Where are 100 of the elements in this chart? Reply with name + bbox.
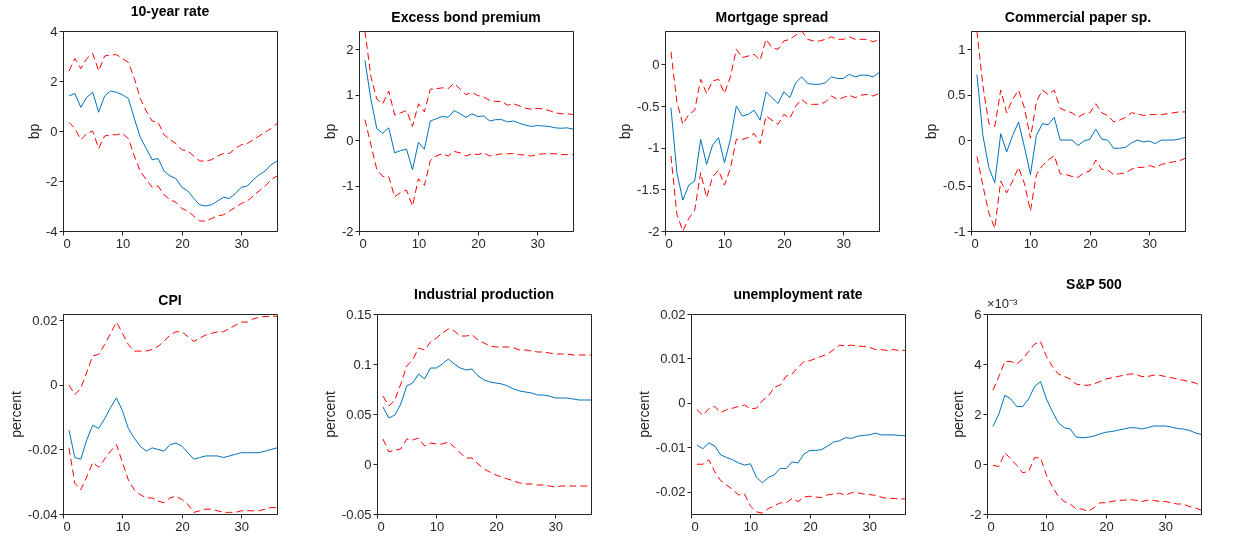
y-tick-label: 0 [974,456,982,472]
line-series [364,119,573,207]
x-tick-label: 20 [803,518,818,534]
line-series [696,432,905,484]
y-tick-label: 0 [678,395,686,411]
y-axis-title: percent [321,391,338,438]
line-series [68,53,277,162]
line-series [992,341,1201,391]
line-series [68,444,277,513]
chart-title: Mortgage spread [715,9,829,25]
chart-title: Excess bond premium [391,9,541,25]
y-axis-title: percent [949,391,966,438]
line-series [696,459,905,514]
line-series [68,315,277,396]
y-tick-label: 0 [364,456,372,472]
x-tick-label: 30 [1158,518,1174,534]
line-series [992,452,1201,512]
line-series [382,358,591,419]
y-tick-label: 0 [50,123,58,139]
y-tick-label: -2 [647,223,660,239]
line-series [992,381,1201,439]
y-axis-title: bp [25,123,42,140]
y-tick-label: 0.02 [660,306,686,322]
x-tick-label: 10 [411,235,427,251]
y-tick-label: 0 [50,377,58,393]
x-tick-label: 20 [471,235,486,251]
line-series [670,72,879,201]
x-tick-label: 10 [1039,518,1055,534]
x-tick-label: 30 [530,235,546,251]
line-series [976,155,1185,229]
line-series [364,31,573,127]
y-axis-title: bp [923,123,940,140]
x-tick-label: 20 [175,235,190,251]
y-tick-label: -0.05 [341,506,372,522]
y-tick-label: 0 [652,56,660,72]
chart-title: Commercial paper sp. [1004,9,1152,25]
y-tick-label: -1 [341,178,354,194]
x-tick-label: 20 [777,235,792,251]
chart-title: CPI [158,292,182,308]
y-tick-label: 0.05 [346,406,372,422]
y-tick-label: -1.5 [637,181,660,197]
x-tick-label: 30 [836,235,852,251]
line-series [364,60,573,171]
x-tick-label: 10 [429,518,445,534]
chart-title: unemployment rate [733,286,863,302]
y-tick-label: 4 [50,23,58,39]
x-tick-label: 20 [1099,518,1114,534]
y-tick-label: 0.02 [32,312,58,328]
y-tick-label: 2 [346,41,354,57]
y-tick-label: 1 [958,41,966,57]
line-series [670,93,879,231]
x-tick-label: 30 [548,518,564,534]
y-axis-title: bp [321,123,338,140]
y-tick-label: 0 [958,132,966,148]
y-axis-title: percent [7,391,24,438]
x-tick-label: 10 [1023,235,1039,251]
y-tick-label: -0.04 [27,506,58,522]
y-tick-label: -0.01 [655,439,686,455]
line-series [670,31,879,125]
text: ×10⁻³ [987,296,1019,311]
line-series [68,121,277,222]
line-series [696,344,905,416]
line-series [382,328,591,407]
y-tick-label: -2 [341,223,354,239]
y-tick-label: 1 [346,87,354,103]
y-tick-label: -2 [45,173,58,189]
x-tick-label: 0 [987,518,995,534]
x-tick-label: 30 [862,518,878,534]
y-axis-title: percent [635,391,652,438]
x-tick-label: 0 [377,518,385,534]
x-tick-label: 0 [63,235,71,251]
chart-title: Industrial production [414,286,554,302]
y-tick-label: -4 [45,223,58,239]
y-tick-label: -0.02 [655,484,686,500]
x-tick-label: 0 [63,518,71,534]
y-tick-label: 0.1 [353,356,372,372]
y-tick-label: 6 [974,306,982,322]
line-series [68,90,277,207]
y-tick-label: -1 [953,223,966,239]
x-tick-label: 20 [175,518,190,534]
y-tick-label: 0.01 [660,350,686,366]
x-tick-label: 10 [743,518,759,534]
chart-title: S&P 500 [1066,276,1123,292]
x-tick-label: 20 [1083,235,1098,251]
y-tick-label: 2 [50,73,58,89]
y-tick-label: 0.5 [947,87,966,103]
x-tick-label: 10 [717,235,733,251]
x-tick-label: 10 [115,235,131,251]
y-tick-label: 4 [974,356,982,372]
y-tick-label: 0 [346,132,354,148]
x-tick-label: 20 [489,518,504,534]
y-tick-label: -1 [647,140,660,156]
y-tick-label: -0.02 [27,441,58,457]
y-axis-title: bp [617,123,634,140]
line-series [68,397,277,460]
y-tick-label: -2 [969,506,982,522]
chart-title: 10-year rate [130,3,210,19]
x-tick-label: 30 [1142,235,1158,251]
x-tick-label: 30 [234,235,250,251]
y-tick-label: -0.5 [943,178,966,194]
